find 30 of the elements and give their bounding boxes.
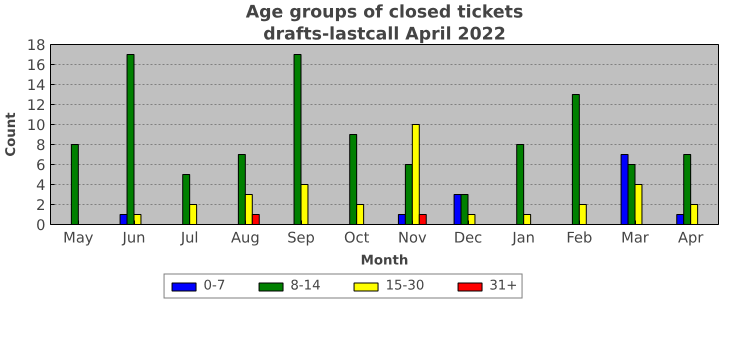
y-tick-label: 4 <box>36 177 46 194</box>
y-tick-label: 8 <box>36 137 46 154</box>
x-tick-label: May <box>63 230 94 246</box>
x-tick-label: Apr <box>678 230 704 246</box>
legend-label: 31+ <box>489 278 518 294</box>
y-tick-label: 2 <box>36 197 46 214</box>
x-tick-label: Feb <box>566 230 592 246</box>
x-tick-label: Aug <box>231 230 260 246</box>
y-tick-label: 14 <box>26 77 46 94</box>
x-tick-label: Jun <box>122 230 146 246</box>
x-tick-label: Oct <box>344 230 370 246</box>
x-tick-label: Nov <box>398 230 427 246</box>
y-tick-label: 6 <box>36 157 46 174</box>
x-tick-label: Jul <box>180 230 199 246</box>
y-tick-label: 0 <box>36 217 46 234</box>
chart-subtitle: drafts-lastcall April 2022 <box>263 24 506 44</box>
y-tick-label: 18 <box>26 37 46 54</box>
y-tick-label: 16 <box>26 57 46 74</box>
y-axis-title: Count <box>4 112 19 157</box>
y-tick-label: 10 <box>26 117 46 134</box>
x-tick-label: Dec <box>454 230 482 246</box>
legend-label: 0-7 <box>204 278 226 294</box>
legend-label: 8-14 <box>290 278 321 294</box>
legend-label: 15-30 <box>386 278 424 294</box>
x-tick-label: Mar <box>621 230 650 246</box>
x-tick-label: Jan <box>511 230 535 246</box>
x-axis-title: Month <box>360 254 408 268</box>
x-tick-label: Sep <box>287 230 315 246</box>
chart-title: Age groups of closed tickets <box>246 2 524 22</box>
y-tick-label: 12 <box>26 97 46 114</box>
